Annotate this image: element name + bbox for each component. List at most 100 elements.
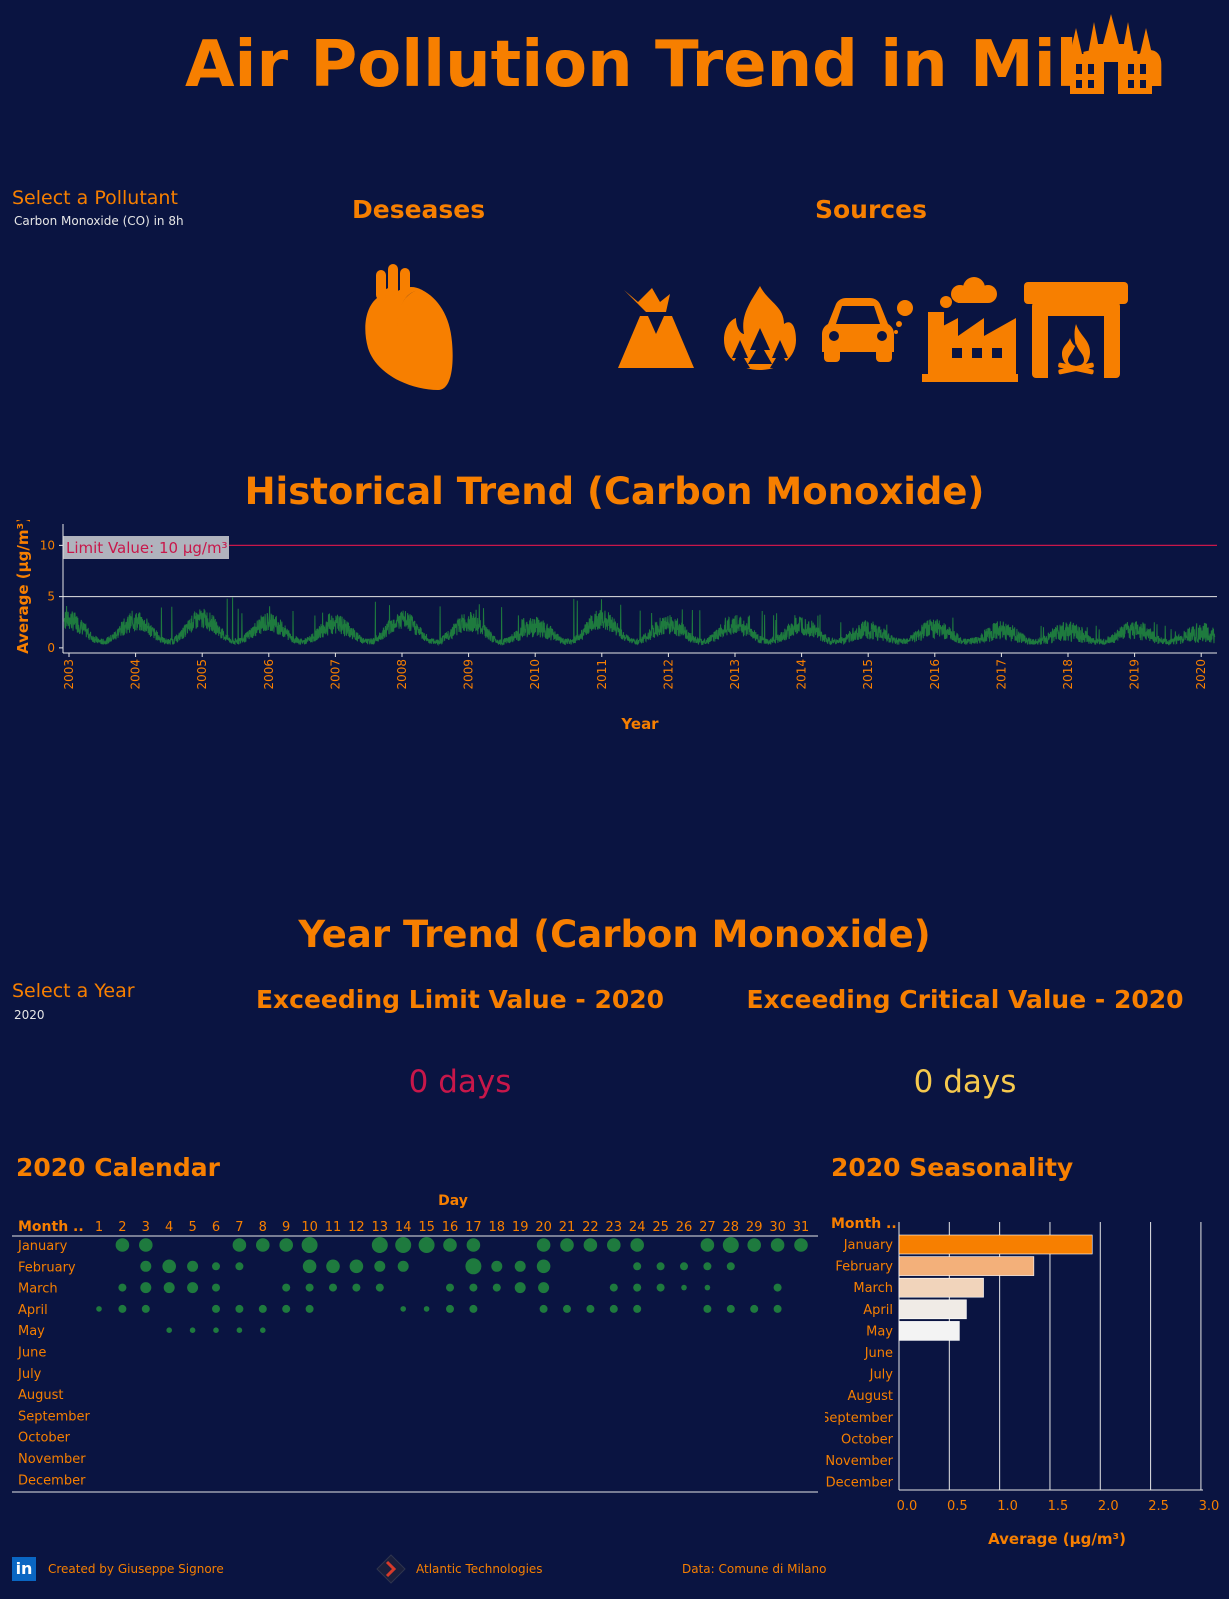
calendar-point-april-30 — [773, 1304, 782, 1313]
exceed-limit-value: 0 days — [408, 1064, 512, 1100]
season-month-label-january: January — [843, 1238, 894, 1253]
calendar-point-march-12 — [352, 1283, 361, 1292]
day-label-4: 4 — [165, 1220, 173, 1235]
day-label-26: 26 — [676, 1220, 693, 1235]
season-month-label-august: August — [848, 1389, 894, 1404]
year-selector[interactable]: 2020 — [14, 1008, 45, 1022]
day-label-18: 18 — [489, 1220, 506, 1235]
calendar-point-january-31 — [794, 1238, 808, 1252]
calendar-point-february-13 — [374, 1260, 386, 1272]
sources-title: Sources — [815, 195, 927, 224]
calendar-point-january-30 — [770, 1238, 785, 1252]
calendar-point-february-14 — [397, 1260, 409, 1272]
calendar-point-march-18 — [492, 1283, 501, 1292]
calendar-point-march-19 — [514, 1282, 526, 1294]
calendar-point-march-5 — [187, 1282, 199, 1294]
day-label-30: 30 — [769, 1220, 786, 1235]
calendar-point-may-4 — [166, 1327, 172, 1333]
calendar-point-may-5 — [189, 1327, 196, 1333]
day-label-7: 7 — [235, 1220, 243, 1235]
season-x-tick-1.0: 1.0 — [997, 1499, 1018, 1514]
month-label-august: August — [18, 1388, 64, 1403]
season-x-tick-3.0: 3.0 — [1199, 1499, 1220, 1514]
x-tick-label-2005: 2005 — [195, 659, 209, 690]
limit-value-label: Limit Value: 10 µg/m³ — [66, 539, 228, 557]
x-tick-label-2019: 2019 — [1128, 659, 1142, 690]
day-label-10: 10 — [301, 1220, 318, 1235]
season-month-label-may: May — [866, 1324, 893, 1339]
month-label-april: April — [18, 1303, 48, 1318]
y-tick-label: 5 — [47, 590, 55, 604]
calendar-point-april-22 — [586, 1304, 595, 1313]
calendar-point-march-13 — [375, 1283, 384, 1292]
season-bar-february — [898, 1256, 1035, 1276]
linkedin-icon[interactable]: in — [12, 1557, 36, 1581]
calendar-point-march-9 — [282, 1283, 291, 1292]
calendar-point-march-23 — [609, 1283, 618, 1292]
day-label-11: 11 — [325, 1220, 342, 1235]
x-tick-label-2011: 2011 — [595, 659, 609, 690]
day-label-25: 25 — [652, 1220, 669, 1235]
season-month-label-july: July — [869, 1368, 894, 1383]
calendar-point-january-10 — [301, 1237, 318, 1253]
seasonality-month-axis-label: Month .. — [831, 1216, 897, 1232]
calendar-point-march-10 — [305, 1283, 314, 1292]
heart-icon — [365, 264, 453, 390]
calendar-point-january-9 — [279, 1238, 294, 1252]
calendar-point-march-16 — [446, 1283, 454, 1292]
season-bar-march — [898, 1277, 984, 1298]
calendar-point-january-27 — [700, 1238, 715, 1252]
forest-fire-icon — [724, 286, 796, 370]
calendar-point-january-22 — [583, 1238, 598, 1252]
x-tick-label-2003: 2003 — [62, 659, 76, 690]
limit-value-label-box — [63, 536, 229, 559]
season-bar-january — [898, 1234, 1093, 1255]
historical-trend-title: Historical Trend (Carbon Monoxide) — [244, 470, 985, 513]
calendar-point-march-24 — [633, 1283, 642, 1292]
season-month-label-october: October — [841, 1432, 894, 1447]
month-label-july: July — [17, 1367, 42, 1382]
month-label-october: October — [18, 1431, 71, 1446]
calendar-point-may-8 — [260, 1327, 266, 1333]
calendar-point-april-15 — [423, 1306, 430, 1312]
calendar-point-march-11 — [329, 1283, 337, 1292]
calendar-point-march-6 — [212, 1283, 220, 1292]
x-tick-label-2007: 2007 — [328, 659, 342, 690]
x-tick-label-2013: 2013 — [728, 659, 742, 690]
pollutant-selector[interactable]: Carbon Monoxide (CO) in 8h — [14, 214, 184, 228]
calendar-point-january-21 — [560, 1238, 574, 1252]
day-label-2: 2 — [118, 1220, 126, 1235]
calendar-point-january-17 — [466, 1238, 481, 1252]
day-label-16: 16 — [442, 1220, 459, 1235]
day-label-23: 23 — [606, 1220, 623, 1235]
day-label-15: 15 — [418, 1220, 435, 1235]
day-label-12: 12 — [348, 1220, 365, 1235]
fireplace-icon — [1024, 282, 1128, 378]
data-source-text: Data: Comune di Milano — [682, 1562, 827, 1576]
calendar-point-january-13 — [371, 1237, 388, 1253]
day-label-1: 1 — [95, 1220, 103, 1235]
month-label-january: January — [17, 1239, 68, 1254]
calendar-point-january-2 — [115, 1238, 130, 1252]
month-label-march: March — [18, 1282, 58, 1297]
calendar-point-february-11 — [326, 1259, 340, 1274]
season-x-tick-2.5: 2.5 — [1148, 1499, 1169, 1514]
day-label-21: 21 — [559, 1220, 576, 1235]
day-label-20: 20 — [535, 1220, 552, 1235]
calendar-point-february-7 — [235, 1262, 244, 1271]
x-tick-label-2018: 2018 — [1061, 659, 1075, 690]
calendar-point-april-16 — [446, 1304, 454, 1313]
calendar-point-march-3 — [140, 1282, 152, 1294]
historical-y-axis-label: Average (µg/m³) — [14, 520, 32, 654]
day-label-3: 3 — [142, 1220, 150, 1235]
calendar-point-february-20 — [536, 1259, 551, 1274]
calendar-point-april-10 — [305, 1304, 314, 1313]
exceed-critical-value: 0 days — [913, 1064, 1017, 1100]
month-label-may: May — [18, 1324, 45, 1339]
y-tick-label: 0 — [47, 641, 55, 655]
season-month-label-february: February — [835, 1260, 893, 1275]
factory-icon — [922, 277, 1018, 382]
x-tick-label-2009: 2009 — [462, 659, 476, 690]
day-label-31: 31 — [793, 1220, 810, 1235]
calendar-point-january-23 — [607, 1238, 621, 1252]
